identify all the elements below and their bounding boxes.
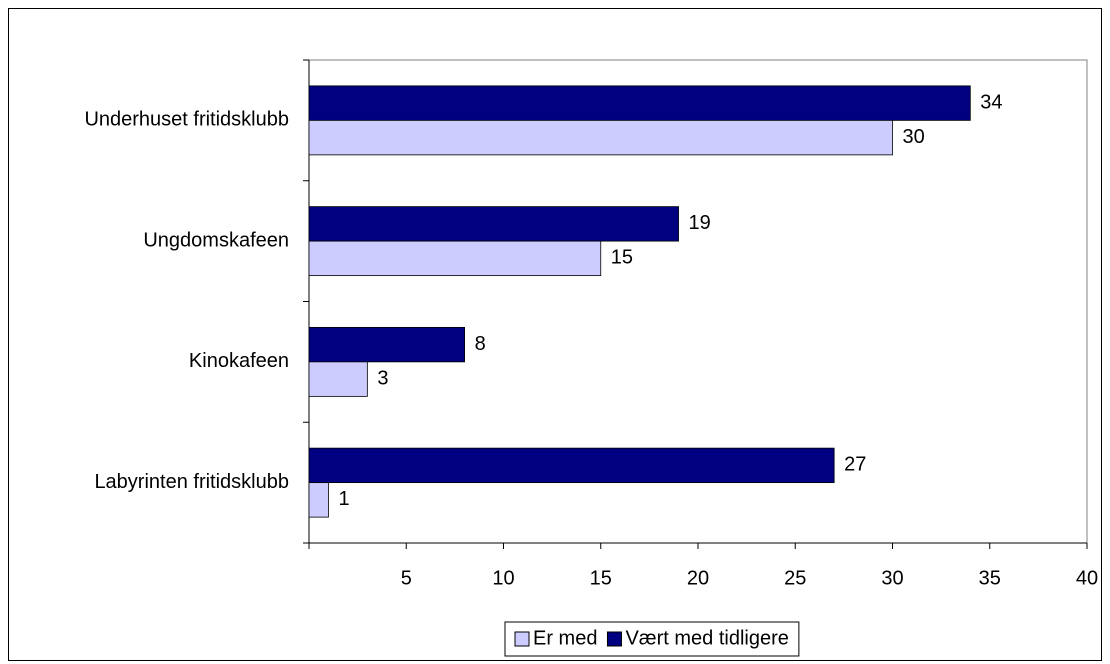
data-label: 8 <box>475 333 486 355</box>
bar <box>308 482 329 518</box>
data-label: 30 <box>903 126 925 148</box>
x-tick-label: 10 <box>492 567 514 589</box>
x-tick-label: 5 <box>401 567 412 589</box>
data-label: 15 <box>611 247 633 269</box>
bar <box>308 326 466 363</box>
data-label: 27 <box>844 454 866 476</box>
x-tick-label: 30 <box>881 567 903 589</box>
legend-swatch <box>514 631 530 647</box>
x-tick-label: 40 <box>1076 567 1098 589</box>
bar <box>308 240 602 277</box>
legend-swatch <box>606 631 622 647</box>
bar <box>308 119 893 156</box>
x-tick-label: 15 <box>590 567 612 589</box>
x-tick-label: 20 <box>687 567 709 589</box>
y-tick-label: Labyrinten fritidsklubb <box>94 471 289 493</box>
bar <box>308 361 368 397</box>
bar <box>308 447 835 484</box>
data-label: 3 <box>377 367 388 389</box>
legend-box <box>504 621 800 657</box>
x-tick-label: 35 <box>979 567 1001 589</box>
legend-label: Vært med tidligere <box>625 627 788 649</box>
data-label: 19 <box>689 212 711 234</box>
bar <box>308 85 971 121</box>
x-tick-label: 25 <box>784 567 806 589</box>
data-label: 1 <box>338 488 349 510</box>
legend-label: Er med <box>533 627 597 649</box>
y-tick-label: Underhuset fritidsklubb <box>84 109 289 131</box>
bar <box>308 206 679 242</box>
y-tick-label: Ungdomskafeen <box>143 229 289 251</box>
y-tick-label: Kinokafeen <box>189 350 289 372</box>
data-label: 34 <box>980 91 1002 113</box>
